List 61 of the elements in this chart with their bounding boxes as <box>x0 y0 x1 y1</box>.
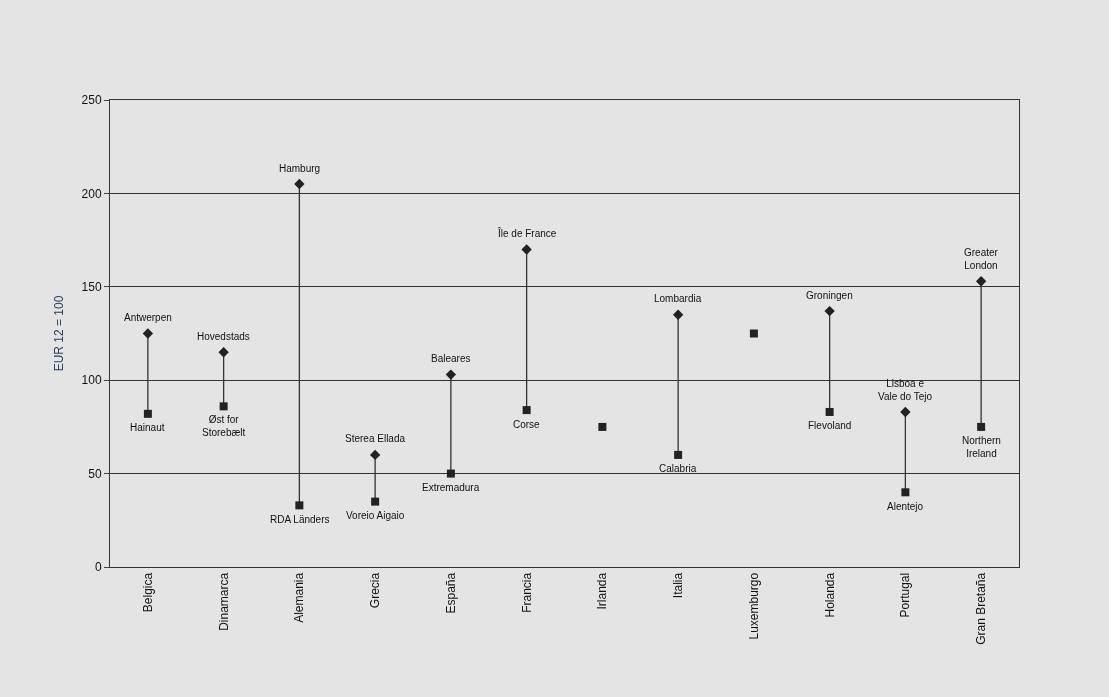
annotation: Voreio Aigaio <box>346 510 405 521</box>
point <box>522 406 531 415</box>
annotation: Baleares <box>431 353 471 364</box>
point <box>824 305 835 317</box>
point <box>294 178 305 190</box>
annotation: Calabria <box>659 463 697 474</box>
point <box>142 328 154 339</box>
annotation: Groningen <box>806 290 853 301</box>
x-tick-label: Irlanda <box>595 572 610 610</box>
point <box>445 369 457 380</box>
point <box>219 402 228 411</box>
x-tick-label: Belgica <box>140 572 155 613</box>
annotation: Extremadura <box>422 482 480 493</box>
y-axis-title: EUR 12 = 100 <box>51 295 66 372</box>
annotation: Sterea Ellada <box>345 433 406 444</box>
y-tick-label: 100 <box>81 373 102 388</box>
x-tick-label: Gran Bretaña <box>974 572 989 645</box>
annotation: Antwerpen <box>124 312 172 323</box>
x-tick-label: Portugal <box>898 572 913 618</box>
x-tick-label: Holanda <box>822 572 837 618</box>
point <box>900 406 911 418</box>
annotation: Corse <box>513 419 541 430</box>
x-tick-label: Italia <box>671 572 686 599</box>
point <box>218 346 229 358</box>
point <box>672 309 684 321</box>
annotation: Flevoland <box>808 420 852 431</box>
point <box>749 329 758 338</box>
point <box>977 422 986 431</box>
annotation: Alentejo <box>887 501 924 512</box>
point <box>975 276 987 287</box>
annotation: Northern Ireland <box>962 435 1001 459</box>
point <box>446 469 455 478</box>
y-tick-label: 150 <box>81 280 102 294</box>
annotation: Hainaut <box>130 422 165 433</box>
point <box>521 244 532 255</box>
x-tick-label: Luxemburgo <box>746 572 761 640</box>
annotation: Hovedstads <box>197 331 250 342</box>
point <box>674 450 683 459</box>
y-tick-label: 0 <box>94 560 102 575</box>
x-tick-label: España <box>443 572 458 614</box>
x-tick-label: Dinamarca <box>216 572 231 631</box>
point <box>295 501 304 510</box>
y-tick-label: 50 <box>88 466 102 481</box>
x-tick-label: Francia <box>519 572 534 613</box>
x-tick-label: Alemania <box>292 572 307 623</box>
annotation: Greater London <box>964 247 999 271</box>
annotation: Lombardia <box>654 293 702 304</box>
annotation: Øst for Storebælt <box>202 414 246 438</box>
annotation: Île de France <box>497 227 557 239</box>
point <box>143 409 152 418</box>
y-tick-label: 200 <box>81 186 102 201</box>
annotation: Hamburg <box>279 163 321 174</box>
point <box>369 449 381 461</box>
point <box>825 407 834 416</box>
point <box>901 488 910 497</box>
annotation: RDA Länders <box>270 514 330 525</box>
annotation: Lisboa e Vale do Tejo <box>878 378 933 402</box>
point <box>598 422 607 431</box>
point <box>371 497 380 506</box>
x-tick-label: Grecia <box>368 572 383 609</box>
y-tick-label: 250 <box>81 93 102 108</box>
